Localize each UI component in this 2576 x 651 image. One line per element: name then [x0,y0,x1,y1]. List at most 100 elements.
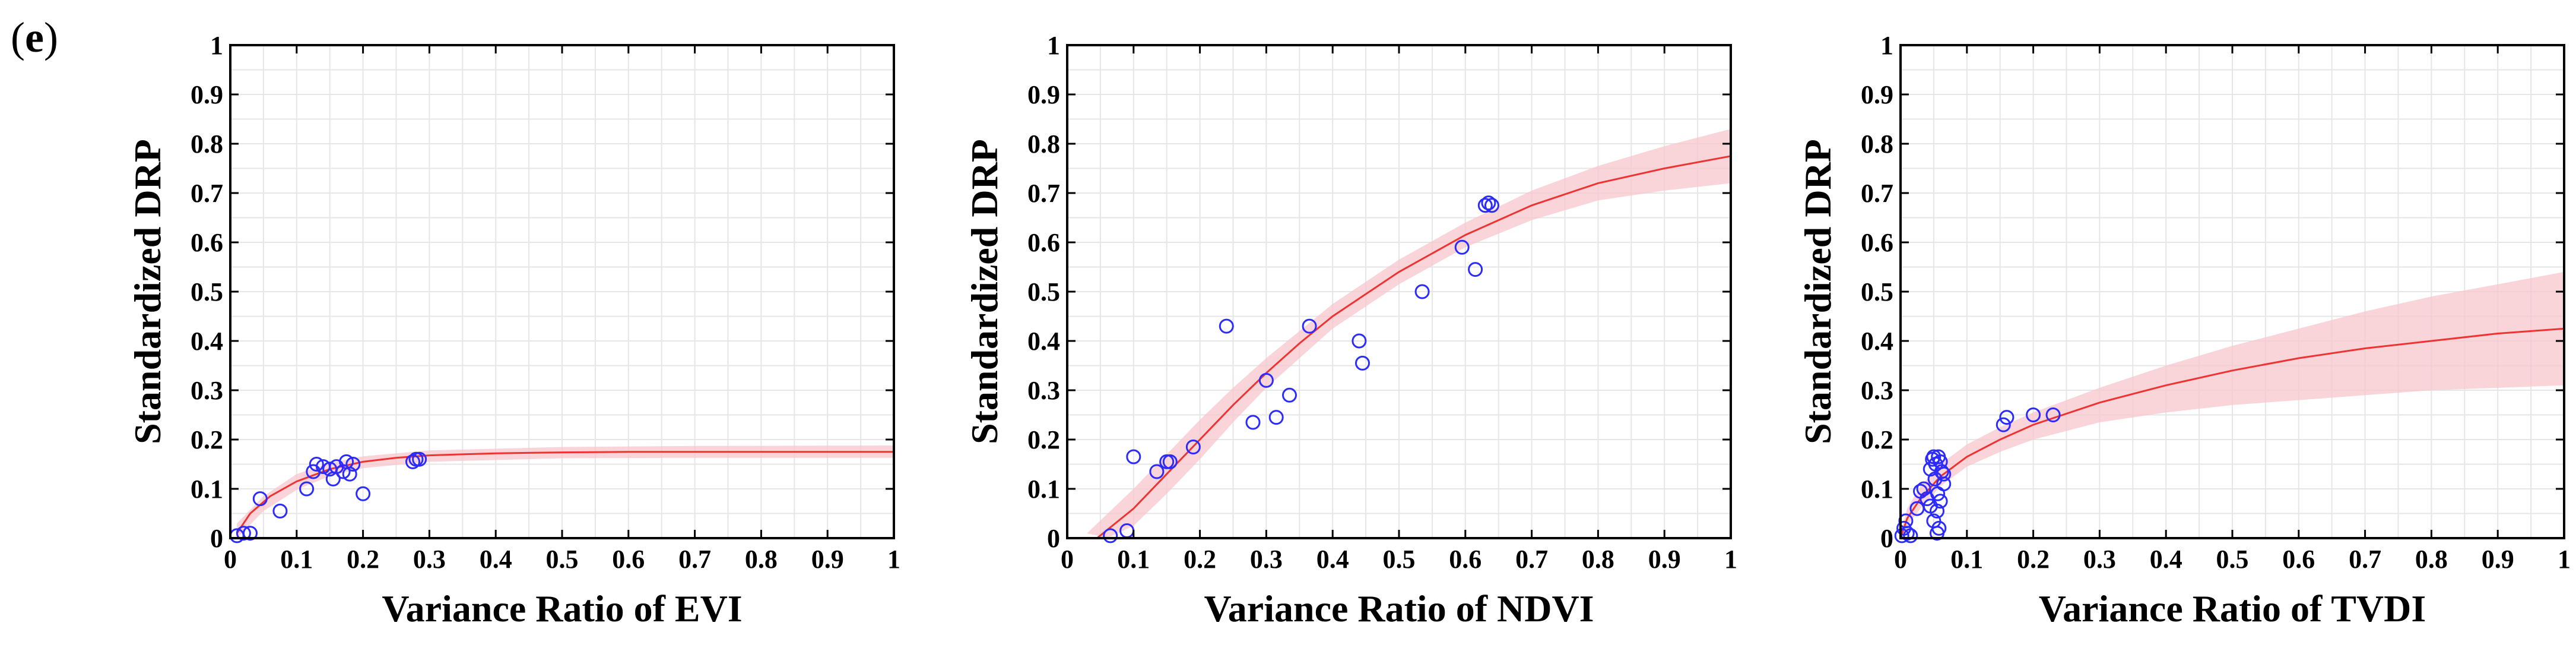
data-point [2045,407,2061,422]
y-tick-label: 0.1 [1027,475,1060,504]
y-tick-label: 1 [1047,31,1060,60]
data-point [356,486,371,501]
data-point [1355,355,1370,371]
data-point [1484,198,1499,213]
data-point [1936,466,1952,482]
data-point [236,526,251,541]
data-point [1219,318,1234,334]
x-tick-label: 0.3 [2083,545,2116,574]
data-point [272,503,288,519]
x-tick-label: 0.8 [1582,545,1614,574]
y-tick-label: 0.3 [1861,376,1893,405]
data-point [405,454,420,469]
x-tick-label: 0.8 [745,545,778,574]
data-point [1916,481,1931,497]
y-axis-title: Standardized DRP [126,139,169,444]
y-tick-label: 0.1 [1861,475,1893,504]
x-tick-label: 0.6 [1449,545,1481,574]
x-axis-title: Variance Ratio of EVI [382,587,742,630]
y-tick-label: 0.6 [191,228,223,257]
x-tick-label: 0.5 [2216,545,2249,574]
y-tick-label: 0 [210,524,223,553]
x-tick-label: 0.4 [2150,545,2182,574]
data-point [412,451,427,467]
x-tick-label: 0 [1061,545,1074,574]
x-tick-label: 0.9 [811,545,844,574]
data-point [1477,198,1493,213]
data-point [1933,494,1948,509]
panel-label: (e) [11,14,58,61]
y-tick-label: 0.5 [1861,277,1893,306]
chart-1: 0 0.1 0.2 0.3 0.4 0.5 0.6 0.7 0.8 0.9 1 0 0.1 0.2 0.3 0… [126,31,900,630]
confidence-band [1087,129,1731,539]
x-tick-label: 0.4 [1316,545,1349,574]
x-tick-label: 0.6 [2282,545,2315,574]
x-tick-label: 0.2 [1184,545,1216,574]
data-point [252,491,268,507]
x-tick-label: 0.5 [1383,545,1416,574]
x-tick-label: 0.1 [280,545,313,574]
x-tick-label: 0 [224,545,237,574]
chart-3: 0 0.1 0.2 0.3 0.4 0.5 0.6 0.7 0.8 0.9 1 0 0.1 0.2 0.3 0… [1797,31,2571,630]
y-tick-label: 0.4 [1027,327,1060,356]
y-tick-label: 0.6 [1027,228,1060,257]
data-point [1414,284,1430,299]
fit-curve [236,451,894,534]
y-tick-label: 0.5 [1027,277,1060,306]
y-tick-label: 0.4 [1861,327,1893,356]
x-tick-label: 0.7 [2349,545,2381,574]
y-tick-label: 0.1 [191,475,223,504]
data-point [1481,195,1496,211]
data-point [1930,503,1944,519]
x-tick-label: 0.7 [1515,545,1548,574]
y-tick-label: 0.7 [191,179,223,208]
y-tick-label: 1 [1880,31,1893,60]
data-point [1103,528,1118,543]
y-tick-label: 0.7 [1861,179,1893,208]
data-point [1149,464,1165,479]
x-tick-label: 0.8 [2415,545,2448,574]
data-point [1185,440,1201,454]
x-tick-label: 0.6 [612,545,645,574]
data-point [299,481,315,497]
data-point [335,464,351,479]
x-axis-title: Variance Ratio of NDVI [1204,587,1594,630]
fit-curve [1096,155,1731,539]
y-tick-label: 0.3 [191,376,223,405]
x-tick-label: 0.9 [1648,545,1681,574]
x-tick-label: 0.5 [546,545,579,574]
y-tick-label: 0.6 [1861,228,1893,257]
y-tick-label: 0.2 [191,425,223,454]
y-tick-label: 0.2 [1861,425,1893,454]
x-axis-title: Variance Ratio of TVDI [2039,587,2426,630]
data-point [309,457,324,472]
chart-2: 0 0.1 0.2 0.3 0.4 0.5 0.6 0.7 0.8 0.9 1 0 0.1 0.2 0.3 0… [963,31,1737,630]
y-tick-label: 0.7 [1027,179,1060,208]
data-point [342,466,357,482]
y-tick-label: 0.8 [1861,129,1893,159]
confidence-band [237,445,894,538]
data-point [1268,410,1284,425]
data-point [1126,449,1141,464]
data-point [243,526,258,541]
y-tick-label: 0 [1880,524,1893,553]
x-tick-label: 1 [887,545,900,574]
x-tick-label: 0.4 [480,545,512,574]
data-point [1454,239,1470,255]
x-tick-label: 1 [2558,545,2571,574]
data-point [1258,372,1274,388]
x-tick-label: 0.1 [1117,545,1150,574]
data-point [1282,387,1297,403]
y-tick-label: 0.9 [1861,80,1893,109]
data-point [1245,415,1261,430]
y-tick-label: 0.2 [1027,425,1060,454]
data-point [1352,333,1367,349]
y-tick-label: 0 [1047,524,1060,553]
x-tick-label: 0.9 [2482,545,2514,574]
x-tick-label: 0.2 [2017,545,2050,574]
data-point [1903,528,1918,543]
data-point [1996,417,2011,432]
data-point [1468,262,1483,277]
data-point [1936,476,1952,492]
